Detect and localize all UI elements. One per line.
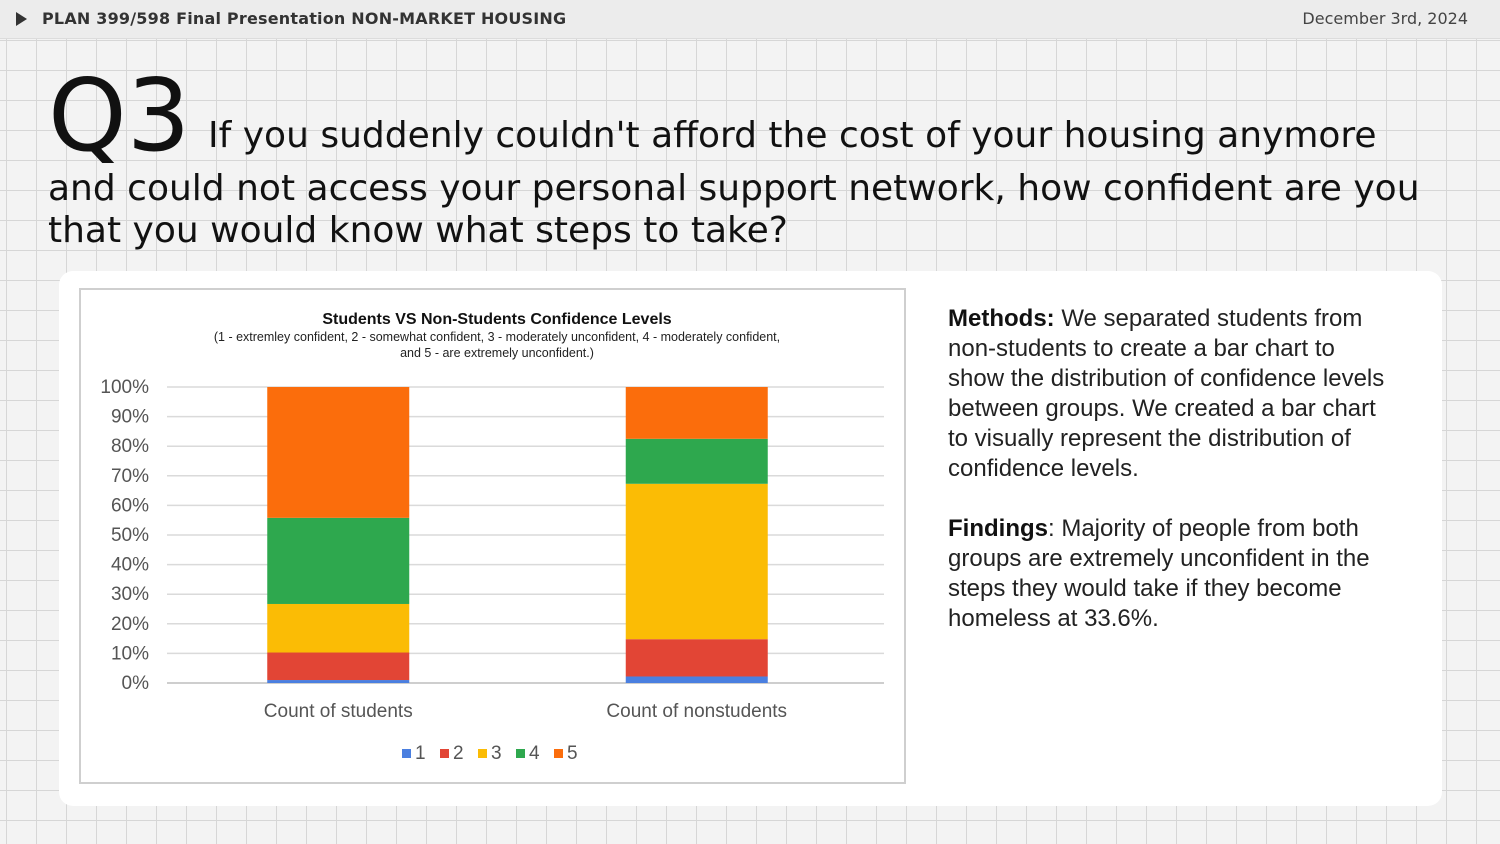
methods-label: Methods: — [948, 305, 1055, 332]
x-category-label: Count of students — [264, 701, 413, 722]
bar-segment-1 — [625, 676, 768, 683]
y-tick-label: 100% — [100, 377, 149, 398]
play-triangle-icon[interactable] — [16, 12, 27, 26]
legend-label: 1 — [415, 743, 426, 764]
findings-label: Findings — [948, 515, 1048, 542]
y-tick-label: 90% — [111, 407, 149, 428]
bar-segment-2 — [625, 639, 768, 677]
legend-label: 3 — [491, 743, 502, 764]
bar-segment-4 — [267, 517, 410, 604]
x-category-label: Count of nonstudents — [606, 701, 787, 722]
bar-segment-4 — [625, 438, 768, 484]
question-text-line-2: and could not access your personal suppo… — [48, 168, 1420, 209]
methods-text: We separated students from non-students … — [948, 305, 1385, 482]
legend-swatch — [402, 749, 411, 758]
legend-label: 4 — [529, 743, 540, 764]
legend-swatch — [478, 749, 487, 758]
legend-swatch — [554, 749, 563, 758]
chart-container: Students VS Non-Students Confidence Leve… — [79, 288, 906, 784]
question-text-line-1: If you suddenly couldn't afford the cost… — [208, 115, 1377, 156]
bar-segment-2 — [267, 652, 410, 681]
y-tick-label: 30% — [111, 584, 149, 605]
chart-subtitle-line-1: (1 - extremley confident, 2 - somewhat c… — [214, 330, 780, 344]
question-text-line-3: that you would know what steps to take? — [48, 210, 788, 251]
legend-swatch — [516, 749, 525, 758]
y-tick-label: 60% — [111, 495, 149, 516]
question-number: Q3 — [48, 57, 191, 174]
y-tick-label: 20% — [111, 614, 149, 635]
y-tick-label: 0% — [122, 673, 150, 694]
slide-header: PLAN 399/598 Final Presentation NON-MARK… — [0, 0, 1500, 39]
y-tick-label: 40% — [111, 555, 149, 576]
course-title: PLAN 399/598 Final Presentation NON-MARK… — [42, 9, 567, 28]
stacked-bar-chart: Students VS Non-Students Confidence Leve… — [100, 311, 884, 764]
legend-label: 5 — [567, 743, 578, 764]
chart-subtitle-line-2: and 5 - are extremely unconfident.) — [400, 346, 594, 360]
bar-segment-5 — [625, 387, 768, 439]
findings-paragraph: Findings: Majority of people from both g… — [948, 514, 1388, 634]
methods-paragraph: Methods: We separated students from non-… — [948, 304, 1388, 484]
y-tick-label: 70% — [111, 466, 149, 487]
bar-segment-3 — [625, 483, 768, 640]
bar-segment-1 — [267, 680, 410, 683]
legend-swatch — [440, 749, 449, 758]
analysis-text: Methods: We separated students from non-… — [948, 304, 1388, 634]
bar-segment-3 — [267, 603, 410, 653]
y-tick-label: 80% — [111, 436, 149, 457]
y-tick-label: 10% — [111, 643, 149, 664]
bar-segment-5 — [267, 387, 410, 518]
y-tick-label: 50% — [111, 525, 149, 546]
legend-label: 2 — [453, 743, 464, 764]
presentation-date: December 3rd, 2024 — [1302, 9, 1468, 28]
chart-title: Students VS Non-Students Confidence Leve… — [322, 311, 671, 328]
findings-text: : Majority of people from both groups ar… — [948, 515, 1370, 632]
